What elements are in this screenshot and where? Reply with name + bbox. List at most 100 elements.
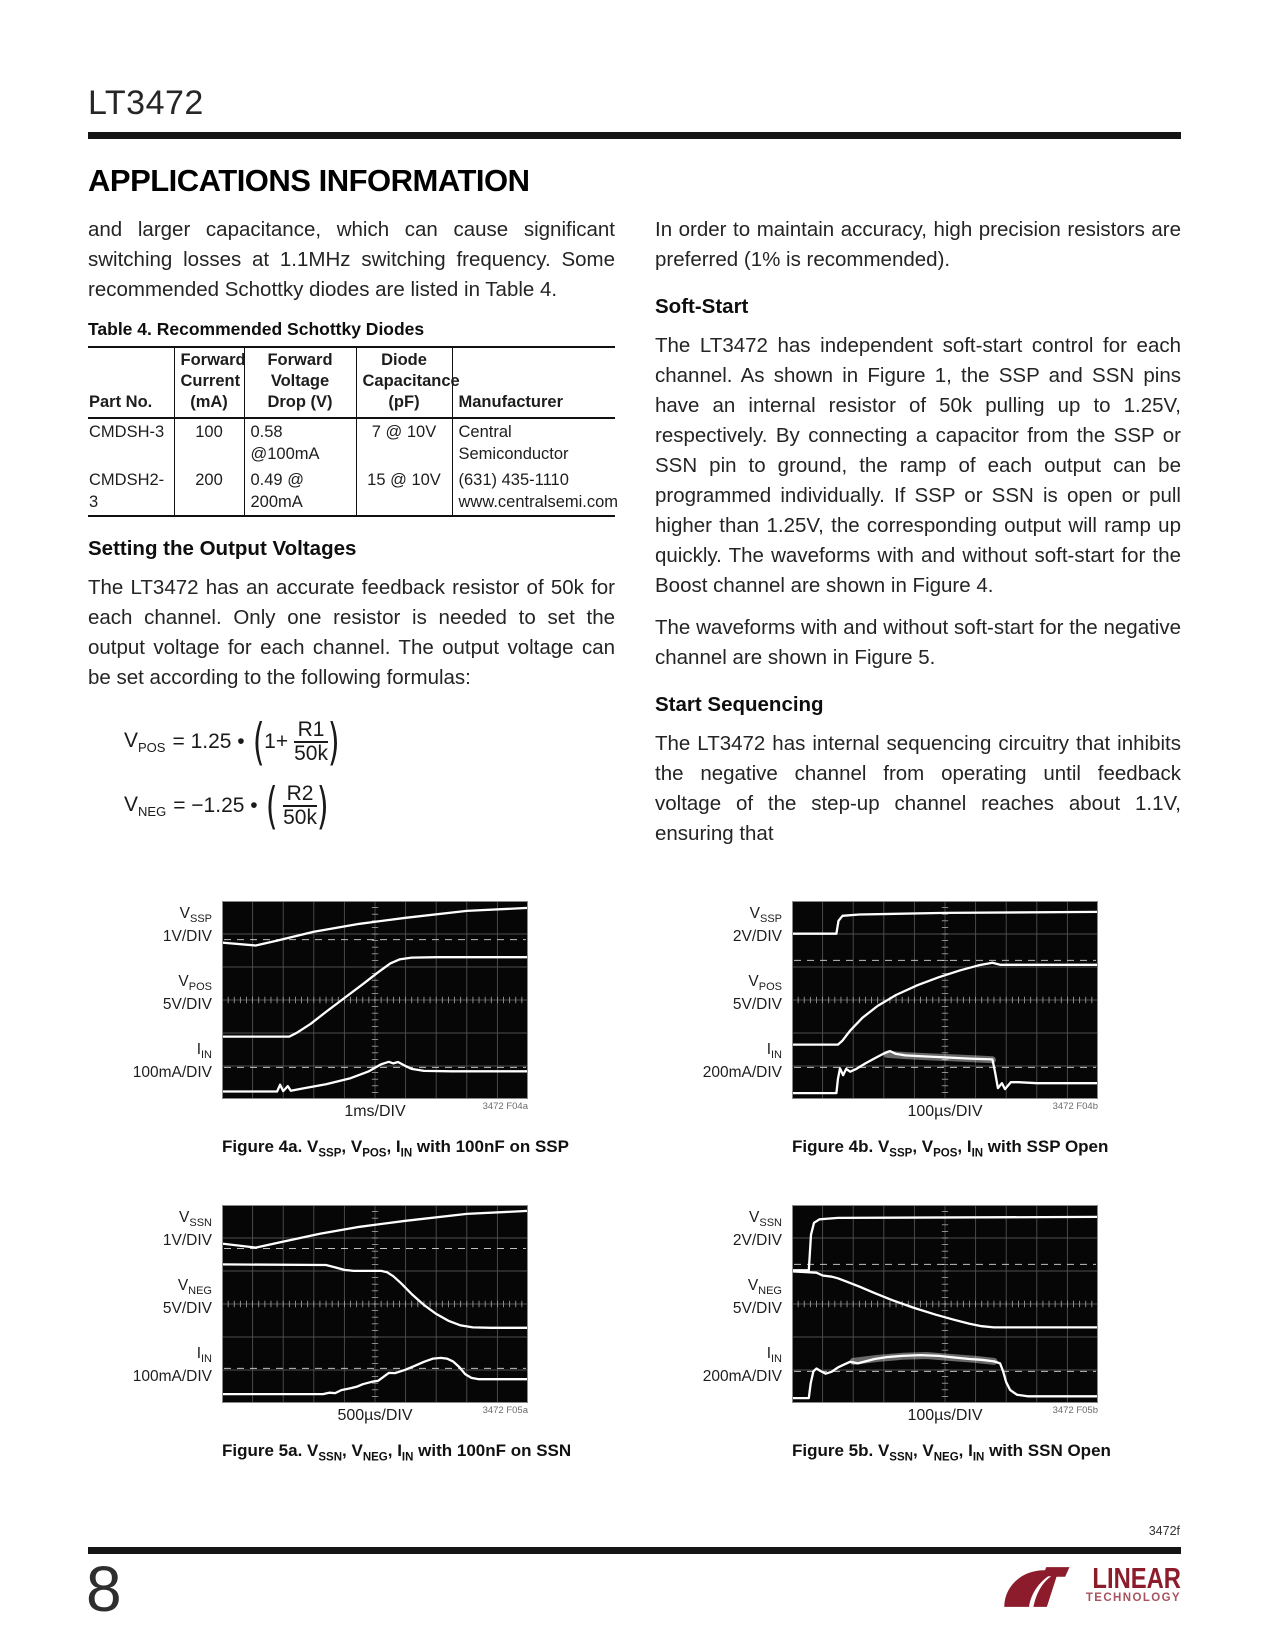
channel-label-VPOS: VPOS 5V/DIV [733, 973, 782, 1013]
vpos-coefficient: = 1.25 • [172, 730, 245, 753]
channel-label-VNEG: VNEG 5V/DIV [163, 1277, 212, 1317]
page-content: LT3472 APPLICATIONS INFORMATION and larg… [88, 0, 1181, 1464]
paragraph-soft-start: The LT3472 has independent soft-start co… [655, 334, 1181, 597]
trace-IIN [792, 1049, 1098, 1095]
time-per-div-label: 100µs/DIV [907, 1103, 983, 1120]
trace-VPOS [222, 956, 528, 1038]
table-cell: Central Semiconductor [451, 418, 615, 467]
channel-name: VSSN [749, 1209, 782, 1230]
paragraph-feedback-resistor: The LT3472 has an accurate feedback resi… [88, 576, 615, 689]
page-number: 8 [86, 1553, 122, 1625]
close-paren: ) [327, 712, 340, 771]
table-cell: 15 @ 10V [355, 467, 452, 516]
oscilloscope-screen-figure-5b [792, 1205, 1098, 1404]
logo-brand: LINEAR [1092, 1563, 1181, 1595]
heading-soft-start: Soft-Start [655, 295, 749, 318]
oscilloscope-screen-figure-4b [792, 901, 1098, 1099]
channel-scale: 200mA/DIV [702, 1064, 782, 1082]
trace-VSSP [222, 906, 528, 947]
x-axis-row: 100µs/DIV 3472 F05b [792, 1405, 1098, 1429]
scope-row-5a: VSSN 1V/DIV VNEG 5V/DIV IIN 100mA/DIV [88, 1205, 528, 1404]
left-column: and larger capacitance, which can cause … [88, 215, 618, 861]
figure-tag: 3472 F04b [1052, 1101, 1098, 1112]
oscilloscope-screen-figure-5a [222, 1205, 528, 1404]
x-axis-row: 100µs/DIV 3472 F04b [792, 1101, 1098, 1125]
figure-tag: 3472 F04a [482, 1101, 528, 1112]
trace-VSSN [222, 1210, 528, 1250]
table-cell: 0.58 @100mA [243, 418, 356, 467]
channel-scale: 100mA/DIV [132, 1368, 212, 1386]
open-paren: ( [252, 712, 265, 771]
scope-row-5b: VSSN 2V/DIV VNEG 5V/DIV IIN 200mA/DIV [658, 1205, 1098, 1404]
table-head: Part No. Forward Current (mA) Forward Volt… [88, 347, 615, 419]
channel-labels: VSSP 1V/DIV VPOS 5V/DIV IIN 100mA/DIV [88, 901, 222, 1099]
footer-rule [88, 1547, 1181, 1554]
open-paren: ( [265, 776, 278, 835]
vneg-coefficient: = −1.25 • [173, 794, 258, 817]
time-per-div-label: 500µs/DIV [337, 1407, 413, 1425]
two-column-body: and larger capacitance, which can cause … [88, 215, 1181, 861]
figure-5b: VSSN 2V/DIV VNEG 5V/DIV IIN 200mA/DIV 100µs/DI… [658, 1205, 1111, 1464]
paragraph-switching-losses: and larger capacitance, which can cause … [88, 218, 615, 301]
x-axis-row: 500µs/DIV 3472 F05a [222, 1405, 528, 1429]
channel-label-IIN: IIN 100mA/DIV [133, 1041, 212, 1081]
channel-scale: 5V/DIV [732, 1300, 782, 1318]
channel-name: VPOS [178, 973, 212, 994]
table-header-row: Part No. Forward Current (mA) Forward Volt… [88, 347, 615, 419]
channel-name: VPOS [748, 973, 782, 994]
formula-vneg: VNEG = −1.25 • ( R2 50k ) [124, 776, 615, 835]
channel-name: IIN [196, 1041, 212, 1062]
table-cell: 7 @ 10V [355, 418, 452, 467]
formulas: VPOS = 1.25 • ( 1+ R1 50k ) [124, 712, 615, 835]
channel-labels: VSSN 2V/DIV VNEG 5V/DIV IIN 200mA/DIV [658, 1205, 792, 1403]
section-title: APPLICATIONS INFORMATION [88, 163, 530, 198]
vpos-fraction: R1 50k [294, 718, 328, 765]
column-header: Diode Capacitance (pF) [355, 347, 460, 419]
figure-4a: VSSP 1V/DIV VPOS 5V/DIV IIN 100mA/DIV 1ms/DIV 3… [88, 901, 569, 1159]
vneg-variable: VNEG [124, 792, 167, 820]
trace-VSSN [792, 1216, 1098, 1272]
channel-name: VNEG [177, 1277, 212, 1298]
channel-scale: 200mA/DIV [702, 1368, 782, 1386]
figure-caption-4b: Figure 4b. VSSP, VPOS, IIN with SSP Open [792, 1137, 1109, 1160]
channel-label-VNEG: VNEG 5V/DIV [733, 1277, 782, 1317]
channel-label-IIN: IIN 200mA/DIV [703, 1041, 782, 1081]
channel-scale: 2V/DIV [732, 928, 782, 946]
logo-text: LINEAR TECHNOLOGY [1073, 1562, 1181, 1605]
table-cell: 0.49 @ 200mA [243, 467, 356, 516]
doc-code: 3472f [1148, 1524, 1180, 1538]
column-header: Manufacturer [451, 347, 615, 419]
trace-VNEG [222, 1263, 528, 1330]
figure-caption-5a: Figure 5a. VSSN, VNEG, IIN with 100nF on… [222, 1441, 572, 1464]
trace-VPOS [792, 961, 1098, 1046]
channel-name: VSSN [179, 1209, 212, 1230]
channel-name: VSSP [179, 905, 212, 926]
table-cell: (631) 435-1110 www.centralsemi.com [451, 467, 618, 516]
channel-name: VSSP [749, 905, 782, 926]
vpos-inner-pre: 1+ [264, 730, 289, 753]
paragraph-precision-resistors: In order to maintain accuracy, high prec… [655, 218, 1181, 271]
vpos-inner: 1+ R1 50k [264, 719, 328, 765]
table-cell: CMDSH2-3 [89, 471, 165, 511]
figure-caption-5b: Figure 5b. VSSN, VNEG, IIN with SSN Open [792, 1441, 1111, 1464]
column-header: Forward Current (mA) [173, 347, 246, 419]
channel-name: IIN [766, 1345, 782, 1366]
scope-row-4b: VSSP 2V/DIV VPOS 5V/DIV IIN 200mA/DIV [658, 901, 1098, 1099]
trace-VNEG [792, 1270, 1098, 1329]
channel-name: VNEG [747, 1277, 782, 1298]
figure-tag: 3472 F05a [482, 1405, 528, 1417]
channel-label-VPOS: VPOS 5V/DIV [163, 973, 212, 1013]
channel-scale: 1V/DIV [162, 1232, 212, 1250]
x-axis-row: 1ms/DIV 3472 F04a [222, 1101, 528, 1125]
oscilloscope-screen-figure-4a [222, 901, 528, 1099]
table-cell: 200 [173, 467, 244, 516]
channel-name: IIN [196, 1345, 212, 1366]
column-header: Forward Voltage Drop (V) [243, 347, 356, 419]
heading-start-sequencing: Start Sequencing [655, 693, 824, 716]
trace-IIN [222, 1060, 528, 1093]
channel-scale: 100mA/DIV [132, 1064, 212, 1082]
channel-scale: 5V/DIV [162, 1300, 212, 1318]
paragraph-start-sequencing: The LT3472 has internal sequencing circu… [655, 732, 1181, 845]
channel-labels: VSSN 1V/DIV VNEG 5V/DIV IIN 100mA/DIV [88, 1205, 222, 1403]
